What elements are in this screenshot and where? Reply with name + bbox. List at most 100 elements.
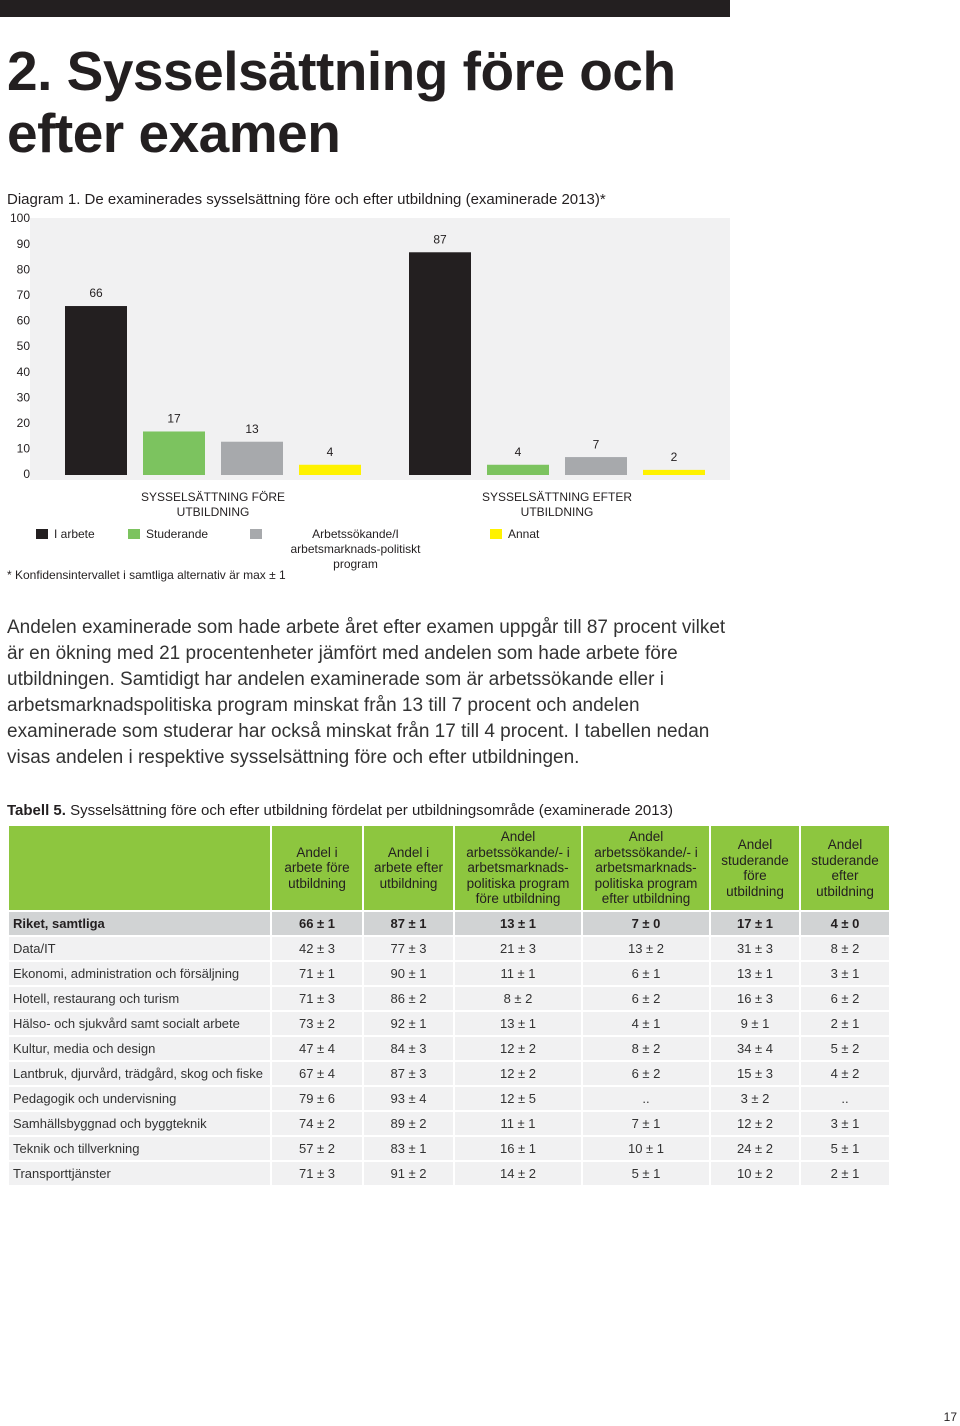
table-cell: 5 ± 2 (799, 1035, 891, 1062)
table-cell: 13 ± 2 (581, 935, 711, 962)
table-row: Ekonomi, administration och försäljning 7… (7, 960, 891, 987)
table-cell: 12 ± 5 (453, 1085, 583, 1112)
table-cell: 12 ± 2 (709, 1110, 801, 1137)
table-cell: 15 ± 3 (709, 1060, 801, 1087)
value-label: 13 (245, 422, 259, 436)
table-cell: 4 ± 1 (581, 1010, 711, 1037)
legend-label: I arbete (54, 527, 95, 541)
y-tick-label: 20 (17, 416, 31, 430)
table-cell: 83 ± 1 (362, 1135, 455, 1162)
table-row: Pedagogik och undervisning 79 ± 6 93 ± 4 12… (7, 1085, 891, 1112)
table-label: Tabell 5. (7, 802, 66, 819)
bar (65, 306, 127, 475)
chart: 0 10 20 30 40 50 60 70 80 90 100 66 17 13 4 87 4 7 2 (10, 211, 730, 481)
header-cell: Andel i arbete efter utbildning (362, 824, 455, 912)
table-cell: 3 ± 1 (799, 960, 891, 987)
table-row: Kultur, media och design 47 ± 4 84 ± 3 12 ±… (7, 1035, 891, 1062)
table-cell: 47 ± 4 (270, 1035, 364, 1062)
table-cell: 87 ± 3 (362, 1060, 455, 1087)
table-cell: 2 ± 1 (799, 1010, 891, 1037)
table-cell: Transporttjänster (7, 1160, 272, 1187)
table-cell: 42 ± 3 (270, 935, 364, 962)
table-cell: Riket, samtliga (7, 910, 272, 937)
table-cell: Data/IT (7, 935, 272, 962)
category-label: SYSSELSÄTTNING EFTER UTBILDNING (481, 490, 633, 519)
table-cell: 11 ± 1 (453, 960, 583, 987)
table-title-text: Sysselsättning före och efter utbildning… (70, 802, 673, 819)
table-cell: 7 ± 0 (581, 910, 711, 937)
table-cell: 6 ± 1 (581, 960, 711, 987)
table-cell: 71 ± 1 (270, 960, 364, 987)
y-tick-label: 100 (10, 211, 30, 225)
y-tick-label: 70 (17, 288, 31, 302)
header-cell: Andel studerande efter utbildning (799, 824, 891, 912)
table-row: Hotell, restaurang och turism 71 ± 3 86 ± … (7, 985, 891, 1012)
table-cell: 84 ± 3 (362, 1035, 455, 1062)
page-number: 17 (943, 1410, 957, 1424)
y-tick-label: 80 (17, 262, 31, 276)
y-tick-label: 10 (17, 442, 31, 456)
table-cell: 10 ± 2 (709, 1160, 801, 1187)
legend-item: I arbete (36, 527, 126, 542)
table-cell: 74 ± 2 (270, 1110, 364, 1137)
bar (487, 464, 549, 475)
table-cell: Hälso- och sjukvård samt socialt arbete (7, 1010, 272, 1037)
table-cell: 9 ± 1 (709, 1010, 801, 1037)
table-cell: 3 ± 1 (799, 1110, 891, 1137)
legend-label: Annat (508, 527, 540, 541)
value-label: 7 (593, 437, 600, 451)
table-cell: 66 ± 1 (270, 910, 364, 937)
table-cell: .. (799, 1085, 891, 1112)
table-row: Samhällsbyggnad och byggteknik 74 ± 2 89 ±… (7, 1110, 891, 1137)
table-cell: 13 ± 1 (453, 1010, 583, 1037)
table-cell: 91 ± 2 (362, 1160, 455, 1187)
value-label: 17 (167, 412, 181, 426)
table-cell: 24 ± 2 (709, 1135, 801, 1162)
legend-swatch (490, 529, 502, 539)
table-cell: 6 ± 2 (799, 985, 891, 1012)
legend-label: Studerande (146, 527, 209, 541)
table-cell: 86 ± 2 (362, 985, 455, 1012)
table-cell: 87 ± 1 (362, 910, 455, 937)
table-cell: 4 ± 2 (799, 1060, 891, 1087)
table-row: Hälso- och sjukvård samt socialt arbete 7… (7, 1010, 891, 1037)
table-cell: 67 ± 4 (270, 1060, 364, 1087)
bar (409, 252, 471, 475)
table-cell: 2 ± 1 (799, 1160, 891, 1187)
header-cell: Andel arbetssökande/- i arbetsmarknads-p… (581, 824, 711, 912)
value-label: 87 (433, 232, 447, 246)
legend-item: Arbetssökande/I arbetsmarknads-politiskt… (250, 527, 450, 572)
bar (143, 431, 205, 475)
table-cell: Teknik och tillverkning (7, 1135, 272, 1162)
table-cell: Hotell, restaurang och turism (7, 985, 272, 1012)
table-cell: 7 ± 1 (581, 1110, 711, 1137)
header-cell: Andel arbetssökande/- i arbetsmarknads-p… (453, 824, 583, 912)
chart-title: Diagram 1. De examinerades sysselsättnin… (7, 191, 606, 208)
top-bar (0, 0, 730, 17)
table-cell: 6 ± 2 (581, 1060, 711, 1087)
table-cell: .. (581, 1085, 711, 1112)
table-cell: Kultur, media och design (7, 1035, 272, 1062)
table-cell: 4 ± 0 (799, 910, 891, 937)
value-label: 66 (89, 286, 103, 300)
footnote: * Konfidensintervallet i samtliga altern… (7, 568, 286, 582)
table-cell: 11 ± 1 (453, 1110, 583, 1137)
heading: 2. Sysselsättning före och efter examen (7, 40, 676, 164)
legend-label: Arbetssökande/I arbetsmarknads-politiskt… (290, 527, 421, 571)
table-title: Tabell 5. Sysselsättning före och efter … (7, 802, 673, 819)
table-cell: 8 ± 2 (581, 1035, 711, 1062)
bar (565, 457, 627, 475)
table-cell: 71 ± 3 (270, 985, 364, 1012)
header-cell: Andel studerande före utbildning (709, 824, 801, 912)
table-cell: 79 ± 6 (270, 1085, 364, 1112)
table-cell: 8 ± 2 (799, 935, 891, 962)
table-cell: 3 ± 2 (709, 1085, 801, 1112)
legend-swatch (250, 529, 262, 539)
table-cell: 5 ± 1 (581, 1160, 711, 1187)
table-row: Lantbruk, djurvård, trädgård, skog och f… (7, 1060, 891, 1087)
table-cell: 12 ± 2 (453, 1035, 583, 1062)
table-row: Teknik och tillverkning 57 ± 2 83 ± 1 16 ± … (7, 1135, 891, 1162)
legend-swatch (128, 529, 140, 539)
bar (643, 469, 705, 475)
